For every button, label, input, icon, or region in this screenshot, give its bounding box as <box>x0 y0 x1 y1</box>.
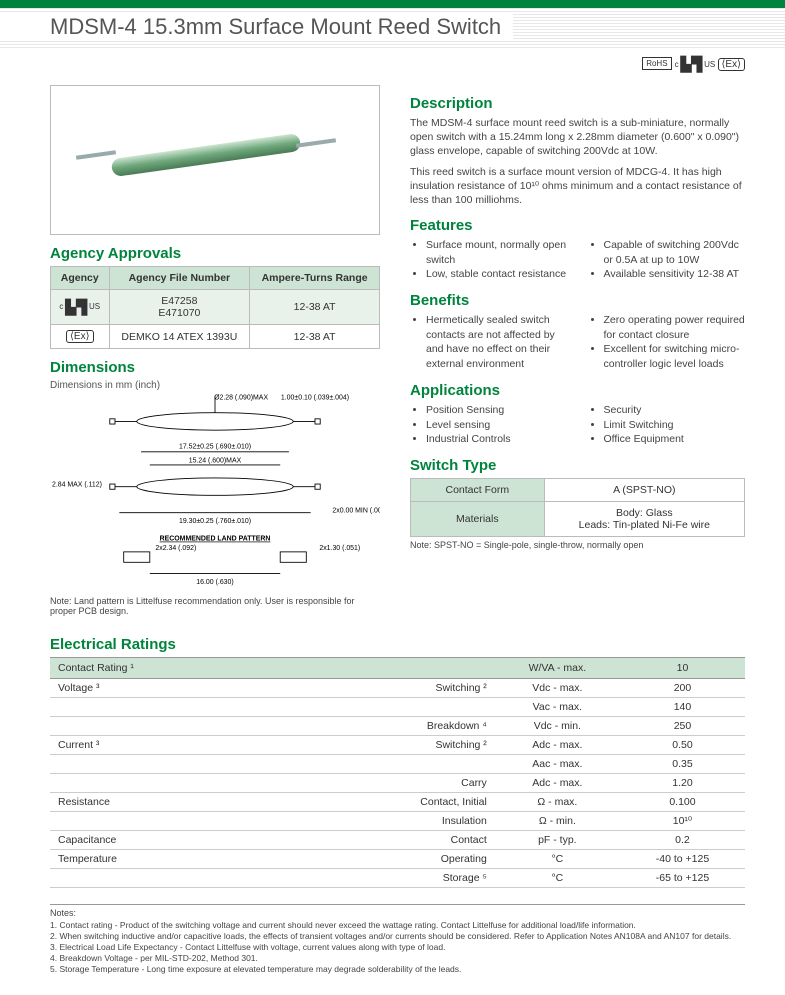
svg-text:15.24 (.600)MAX: 15.24 (.600)MAX <box>189 457 242 464</box>
svg-text:19.30±0.25 (.760±.010): 19.30±0.25 (.760±.010) <box>179 518 251 525</box>
benefits-list: Hermetically sealed switch contacts are … <box>410 313 745 372</box>
dimensions-subtitle: Dimensions in mm (inch) <box>50 380 380 391</box>
switch-type-heading: Switch Type <box>410 457 745 474</box>
list-item: Low, stable contact resistance <box>426 267 568 282</box>
svg-text:2.84 MAX (.112): 2.84 MAX (.112) <box>52 482 102 489</box>
agency-approvals-table: Agency Agency File Number Ampere-Turns R… <box>50 266 380 349</box>
electrical-heading: Electrical Ratings <box>50 636 745 653</box>
table-row: Voltage ³Switching ²Vdc - max.200 <box>50 679 745 698</box>
list-item: Industrial Controls <box>426 432 568 447</box>
title-band: MDSM-4 15.3mm Surface Mount Reed Switch <box>0 8 785 48</box>
features-list: Surface mount, normally open switchLow, … <box>410 238 745 282</box>
table-row: Vac - max.140 <box>50 698 745 717</box>
svg-text:1.00±0.10 (.039±.004): 1.00±0.10 (.039±.004) <box>281 395 349 402</box>
svg-text:RECOMMENDED LAND PATTERN: RECOMMENDED LAND PATTERN <box>160 536 271 543</box>
benefits-heading: Benefits <box>410 292 745 309</box>
rohs-badge: RoHS <box>642 57 671 70</box>
ex-badge: ⟨Ex⟩ <box>718 58 745 71</box>
list-item: Zero operating power required for contac… <box>604 313 746 342</box>
switch-type-note: Note: SPST-NO = Single-pole, single-thro… <box>410 540 745 550</box>
svg-text:17.52±0.25 (.690±.010): 17.52±0.25 (.690±.010) <box>179 443 251 450</box>
dimensions-drawing: Ø2.28 (.090)MAX 1.00±0.10 (.039±.004) 17… <box>50 391 380 591</box>
list-item: Office Equipment <box>604 432 746 447</box>
switch-type-table: Contact FormA (SPST-NO) MaterialsBody: G… <box>410 478 745 537</box>
features-heading: Features <box>410 217 745 234</box>
description-body: The MDSM-4 surface mount reed switch is … <box>410 116 745 207</box>
table-row: Current ³Switching ²Adc - max.0.50 <box>50 736 745 755</box>
table-row: CapacitanceContactpF - typ.0.2 <box>50 831 745 850</box>
list-item: Surface mount, normally open switch <box>426 238 568 267</box>
table-row: Aac - max.0.35 <box>50 755 745 774</box>
svg-text:2x1.30 (.051): 2x1.30 (.051) <box>319 545 360 552</box>
notes-section: Notes: 1. Contact rating - Product of th… <box>0 900 785 995</box>
svg-text:Ø2.28 (.090)MAX: Ø2.28 (.090)MAX <box>214 395 268 402</box>
list-item: Available sensitivity 12-38 AT <box>604 267 746 282</box>
ex-icon: ⟨Ex⟩ <box>51 325 110 349</box>
ul-mark: c▙▜US <box>675 60 718 69</box>
list-item: Excellent for switching micro-controller… <box>604 342 746 371</box>
list-item: Hermetically sealed switch contacts are … <box>426 313 568 372</box>
applications-heading: Applications <box>410 382 745 399</box>
description-heading: Description <box>410 95 745 112</box>
list-item: Level sensing <box>426 418 568 433</box>
agency-approvals-heading: Agency Approvals <box>50 245 380 262</box>
applications-list: Position SensingLevel sensingIndustrial … <box>410 403 745 447</box>
table-row: TemperatureOperating°C-40 to +125 <box>50 850 745 869</box>
table-row: InsulationΩ - min.10¹⁰ <box>50 812 745 831</box>
list-item: Capable of switching 200Vdc or 0.5A at u… <box>604 238 746 267</box>
dimensions-heading: Dimensions <box>50 359 380 376</box>
list-item: Position Sensing <box>426 403 568 418</box>
list-item: Limit Switching <box>604 418 746 433</box>
page-title: MDSM-4 15.3mm Surface Mount Reed Switch <box>0 14 513 40</box>
table-row: Breakdown ⁴Vdc - min.250 <box>50 717 745 736</box>
top-stripe <box>0 0 785 8</box>
product-image <box>50 85 380 235</box>
certification-row: RoHS c▙▜US ⟨Ex⟩ <box>0 48 785 77</box>
table-row: c▙▜US E47258 E471070 12-38 AT <box>51 290 380 325</box>
svg-text:2x2.34 (.092): 2x2.34 (.092) <box>155 545 196 552</box>
table-row: CarryAdc - max.1.20 <box>50 774 745 793</box>
dimensions-note: Note: Land pattern is Littelfuse recomme… <box>50 596 380 616</box>
electrical-ratings-table: Contact Rating ¹ W/VA - max. 10 Voltage … <box>50 657 745 888</box>
list-item: Security <box>604 403 746 418</box>
svg-text:2x0.00 MIN (.000): 2x0.00 MIN (.000) <box>332 508 380 515</box>
ul-icon: c▙▜US <box>51 290 110 325</box>
table-row: ResistanceContact, InitialΩ - max.0.100 <box>50 793 745 812</box>
table-row: Storage ⁵°C-65 to +125 <box>50 869 745 888</box>
table-row: ⟨Ex⟩ DEMKO 14 ATEX 1393U 12-38 AT <box>51 325 380 349</box>
svg-text:16.00 (.630): 16.00 (.630) <box>196 579 233 586</box>
